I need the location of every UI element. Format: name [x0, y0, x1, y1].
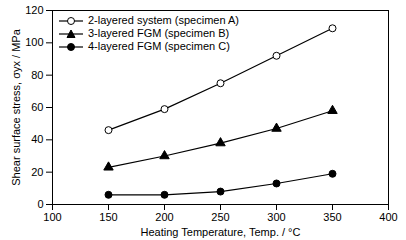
html-text:2-layered system (specimen A): 2-layered system (specimen A) [88, 14, 239, 26]
svg-text:150: 150 [99, 211, 117, 223]
svg-text:80: 80 [31, 69, 43, 81]
svg-text:100: 100 [25, 36, 43, 48]
svg-text:60: 60 [31, 101, 43, 113]
svg-text:200: 200 [155, 211, 173, 223]
svg-text:250: 250 [211, 211, 229, 223]
html-text:3-layered FGM (specimen B): 3-layered FGM (specimen B) [88, 27, 230, 39]
svg-text:400: 400 [379, 211, 397, 223]
svg-text:Heating Temperature, Temp. / °: Heating Temperature, Temp. / °C [141, 226, 301, 238]
html-text:4-layered FGM (specimen C): 4-layered FGM (specimen C) [88, 40, 230, 52]
svg-text:350: 350 [323, 211, 341, 223]
svg-text:120: 120 [25, 4, 43, 16]
svg-text:20: 20 [31, 166, 43, 178]
svg-text:0: 0 [37, 198, 43, 210]
svg-text:100: 100 [43, 211, 61, 223]
svg-text:300: 300 [267, 211, 285, 223]
svg-text:40: 40 [31, 133, 43, 145]
svg-text:Shear surface stress, σyx / MP: Shear surface stress, σyx / MPa [10, 28, 22, 185]
